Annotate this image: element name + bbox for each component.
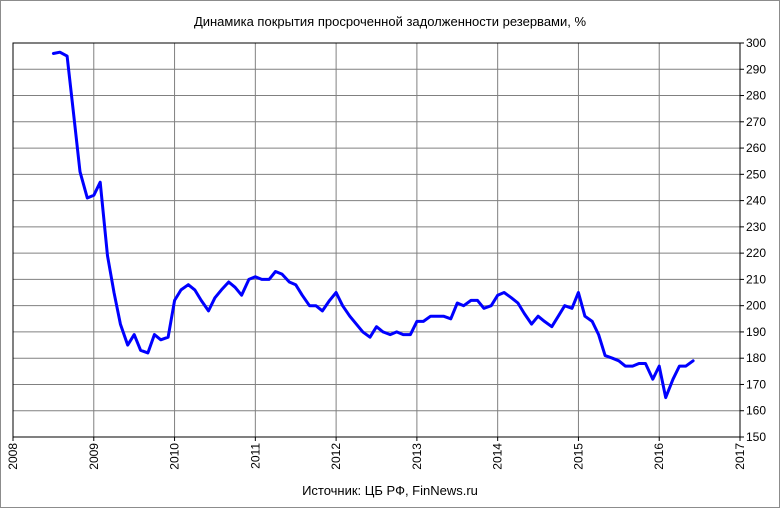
x-tick-label: 2012 [329,443,343,470]
y-tick-label: 300 [746,36,766,50]
y-tick-label: 220 [746,246,766,260]
y-tick-label: 170 [746,377,766,391]
x-tick-label: 2016 [652,443,666,470]
y-tick-label: 150 [746,430,766,444]
chart-title: Динамика покрытия просроченной задолженн… [193,14,587,29]
series-line [51,50,695,400]
x-tick-label: 2010 [168,443,182,470]
y-tick-label: 200 [746,299,766,313]
x-tick-label: 2015 [571,443,585,470]
gridlines [13,43,740,437]
y-tick-label: 280 [746,89,766,103]
y-axis-ticks: 150 160 170 180 190 200 210 220 230 240 250 260 270 2… [740,36,766,444]
plot-area-border [12,42,741,438]
x-tick-label: 2013 [410,443,424,470]
series-layer [51,50,695,400]
x-axis-ticks: 2008 2009 2010 2011 2012 2013 2014 2015 2016 2017 [6,437,747,470]
y-tick-label: 290 [746,62,766,76]
y-tick-label: 260 [746,141,766,155]
x-tick-label: 2009 [87,443,101,470]
y-tick-label: 190 [746,325,766,339]
y-tick-label: 160 [746,404,766,418]
x-tick-label: 2014 [491,443,505,470]
x-tick-label: 2011 [248,443,262,469]
x-tick-label: 2017 [733,443,747,470]
y-tick-label: 180 [746,351,766,365]
y-tick-label: 270 [746,115,766,129]
y-tick-label: 210 [746,272,766,286]
chart-source: Источник: ЦБ РФ, FinNews.ru [302,483,478,498]
y-tick-label: 230 [746,220,766,234]
x-tick-label: 2008 [6,443,20,470]
y-tick-label: 250 [746,167,766,181]
y-tick-label: 240 [746,194,766,208]
